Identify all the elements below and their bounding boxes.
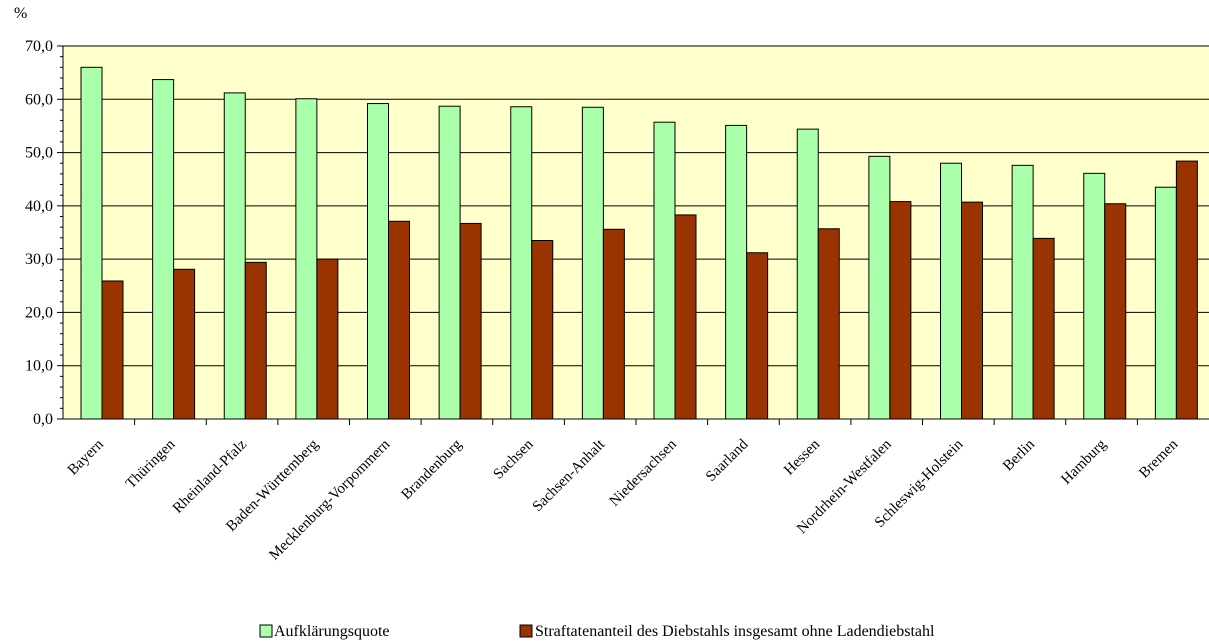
legend: Aufklärungsquote Straftatenanteil des Di… [259,623,935,640]
x-category-label: Niedersachsen [607,436,681,510]
bar-aufklaerungsquote [725,124,748,420]
legend-label-straftatenanteil: Straftatenanteil des Diebstahls insgesam… [535,623,935,640]
y-tick-label: 30,0 [25,251,53,268]
x-category-label: Bayern [65,436,107,478]
bar-aufklaerungsquote [581,106,604,420]
bar-aufklaerungsquote [1083,172,1106,420]
x-category-label: Bremen [1136,436,1181,481]
bar-aufklaerungsquote [796,128,819,420]
y-tick-label: 60,0 [25,91,53,108]
bar-straftatenanteil [173,268,196,420]
y-tick-label: 20,0 [25,304,53,321]
bar-aufklaerungsquote [295,98,318,420]
legend-swatch-straftatenanteil [519,624,533,638]
bar-straftatenanteil [459,222,482,420]
bar-aufklaerungsquote [510,106,533,420]
bar-aufklaerungsquote [367,103,389,420]
bar-aufklaerungsquote [152,79,175,420]
bars [80,66,1198,420]
x-category-label: Saarland [703,436,752,485]
bar-straftatenanteil [1175,160,1198,420]
x-category-label: Berlin [1000,436,1038,474]
bar-straftatenanteil [531,239,554,420]
bar-aufklaerungsquote [438,105,461,420]
x-category-label: Thüringen [123,436,179,492]
y-tick-label: 40,0 [25,198,53,215]
x-category-label: Hamburg [1058,436,1110,488]
bar-straftatenanteil [316,258,339,420]
legend-swatch-aufklaerungsquote [259,624,273,638]
bar-straftatenanteil [746,252,769,420]
bar-aufklaerungsquote [940,162,962,420]
bar-aufklaerungsquote [653,121,676,420]
axes [57,45,1209,425]
bar-straftatenanteil [1104,203,1127,420]
bar-straftatenanteil [817,228,840,420]
bar-aufklaerungsquote [1154,186,1177,420]
x-category-label: Sachsen [491,436,537,482]
bar-straftatenanteil [101,280,124,420]
y-tick-label: 0,0 [33,411,53,428]
bar-straftatenanteil [244,261,267,420]
bar-aufklaerungsquote [868,155,891,420]
y-axis-unit-label: % [14,5,27,22]
bar-straftatenanteil [961,201,983,420]
bar-straftatenanteil [674,214,697,420]
y-tick-label: 10,0 [25,358,53,375]
y-tick-label: 70,0 [25,38,53,55]
x-category-label: Hessen [781,436,823,478]
legend-label-aufklaerungsquote: Aufklärungsquote [274,623,390,640]
x-category-label: Sachsen-Anhalt [530,436,609,515]
bar-straftatenanteil [1032,237,1055,420]
bar-straftatenanteil [602,228,625,420]
bar-straftatenanteil [889,201,912,420]
bar-aufklaerungsquote [80,66,103,420]
x-category-label: Rheinland-Pfalz [170,436,250,516]
bar-straftatenanteil [388,220,410,420]
x-category-label: Mecklenburg-Vorpommern [266,436,393,563]
bar-aufklaerungsquote [223,92,246,420]
bar-aufklaerungsquote [1011,164,1034,420]
x-category-label: Brandenburg [398,436,465,503]
y-tick-label: 50,0 [25,145,53,162]
